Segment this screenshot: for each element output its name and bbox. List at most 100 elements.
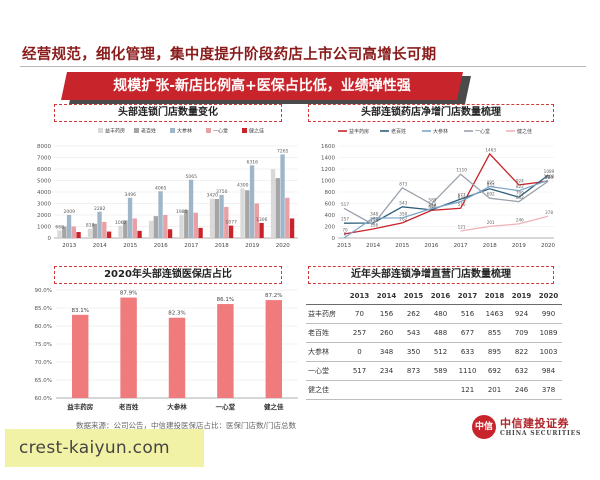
data-label: 924 xyxy=(516,178,524,183)
table-cell: 348 xyxy=(373,342,400,362)
medical-ratio-chart-title: 2020年头部连锁医保店占比 xyxy=(54,266,282,284)
data-label: 3420 xyxy=(207,193,219,199)
table-cell: 156 xyxy=(373,304,400,324)
table-header-cell: 2016 xyxy=(427,288,454,305)
y-tick-label: 0 xyxy=(332,236,336,242)
x-tick-label: 一心堂 xyxy=(216,402,236,411)
data-label: 5065 xyxy=(186,174,198,180)
bar xyxy=(228,225,234,238)
bar xyxy=(193,212,198,238)
legend-label: 大参林 xyxy=(177,128,192,135)
table-row: 益丰药房 70 156 262 480 516 1463 924 990 xyxy=(306,304,562,324)
y-tick-label: 2000 xyxy=(37,213,51,219)
bar xyxy=(57,230,62,238)
bar xyxy=(163,215,168,238)
legend-label: 一心堂 xyxy=(213,128,228,135)
data-label: 822 xyxy=(516,184,524,189)
table-cell: 0 xyxy=(346,342,373,362)
source-note: 数据来源：公司公告，中信建投医保店占比：医保门店数/门店总数 xyxy=(76,421,297,430)
table-row: 大参林 0 348 350 512 633 895 822 1003 xyxy=(306,342,562,362)
y-tick-label: 1600 xyxy=(321,144,335,150)
data-label: 488 xyxy=(428,203,436,208)
y-tick-label: 1000 xyxy=(321,179,335,185)
logo-english-name: CHINA SECURITIES xyxy=(500,430,582,437)
medical-ratio-bar-chart: 60.0% 65.0% 70.0% 75.0% 80.0% 85.0% 90.0% 83.1%… xyxy=(35,288,298,411)
bar xyxy=(217,304,234,398)
x-tick-label: 2015 xyxy=(123,243,137,249)
legend-swatch xyxy=(206,128,211,133)
bar xyxy=(97,211,102,238)
x-tick-label: 2020 xyxy=(541,243,555,249)
data-label: 1985 xyxy=(176,209,188,215)
data-label: 6316 xyxy=(247,159,259,165)
table-header-cell xyxy=(306,288,346,305)
data-label: 350 xyxy=(399,211,407,216)
data-label: 121 xyxy=(458,225,466,230)
x-tick-label: 2016 xyxy=(154,243,168,249)
y-tick-label: 400 xyxy=(325,213,336,219)
table-cell xyxy=(400,380,427,400)
data-label: 87.9% xyxy=(120,291,137,297)
x-tick-label: 2014 xyxy=(366,243,380,249)
data-label: 3496 xyxy=(125,192,137,198)
y-tick-label: 0 xyxy=(48,236,52,242)
table-cell: 990 xyxy=(535,304,562,324)
y-tick-label: 7000 xyxy=(37,156,51,162)
y-tick-label: 8000 xyxy=(37,144,51,150)
bar xyxy=(285,197,290,238)
table-header-cell: 2019 xyxy=(508,288,535,305)
x-tick-label: 2013 xyxy=(62,243,76,249)
data-label: 677 xyxy=(458,193,466,198)
x-tick-label: 2015 xyxy=(395,243,409,249)
store-count-bar-chart: 0 1000 2000 3000 4000 5000 6000 7000 8000 2013 201… xyxy=(37,128,298,249)
data-label: 262 xyxy=(399,216,407,221)
table-header-cell: 2018 xyxy=(481,288,508,305)
bar xyxy=(275,178,280,238)
table-cell: 234 xyxy=(373,361,400,381)
table-row-label: 一心堂 xyxy=(306,361,346,381)
series-line xyxy=(460,215,549,232)
brand-logo: 中信 中信建投证券 CHINA SECURITIES xyxy=(472,415,584,443)
bar xyxy=(167,229,173,238)
bar xyxy=(132,218,137,238)
legend-swatch xyxy=(134,128,139,133)
bar xyxy=(102,221,107,238)
legend-label: 健之佳 xyxy=(249,128,264,135)
table-cell: 257 xyxy=(346,323,373,343)
series-line xyxy=(343,152,549,235)
table-cell: 1110 xyxy=(454,361,481,381)
data-label: 2282 xyxy=(94,206,106,212)
bar xyxy=(245,190,250,238)
table-cell: 201 xyxy=(481,380,508,400)
x-tick-label: 益丰药房 xyxy=(67,402,94,411)
bar xyxy=(214,198,219,238)
table-row-label: 健之佳 xyxy=(306,380,346,400)
bar xyxy=(249,165,255,238)
y-tick-label: 600 xyxy=(325,202,336,208)
bar xyxy=(87,228,93,238)
y-tick-label: 75.0% xyxy=(35,342,52,348)
bar xyxy=(92,223,97,238)
table-header-cell: 2014 xyxy=(373,288,400,305)
data-label: 348 xyxy=(370,211,378,216)
data-label: 633 xyxy=(458,195,466,200)
x-tick-label: 健之佳 xyxy=(264,402,284,411)
x-tick-label: 2017 xyxy=(454,243,468,249)
table-cell: 260 xyxy=(373,323,400,343)
y-tick-label: 200 xyxy=(325,225,336,231)
data-label: 873 xyxy=(399,181,407,186)
data-label: 257 xyxy=(341,217,349,222)
table-cell: 262 xyxy=(400,304,427,324)
data-label: 1110 xyxy=(456,168,467,173)
table-cell xyxy=(373,380,400,400)
bar xyxy=(254,203,259,238)
x-tick-label: 大参林 xyxy=(167,402,187,411)
data-label: 4065 xyxy=(155,185,167,191)
bar xyxy=(209,198,215,238)
bar xyxy=(120,297,137,398)
x-tick-label: 2019 xyxy=(512,243,526,249)
table-cell xyxy=(346,380,373,400)
table-cell: 895 xyxy=(481,342,508,362)
data-label: 810 xyxy=(86,223,95,229)
data-label: 156 xyxy=(370,223,378,228)
